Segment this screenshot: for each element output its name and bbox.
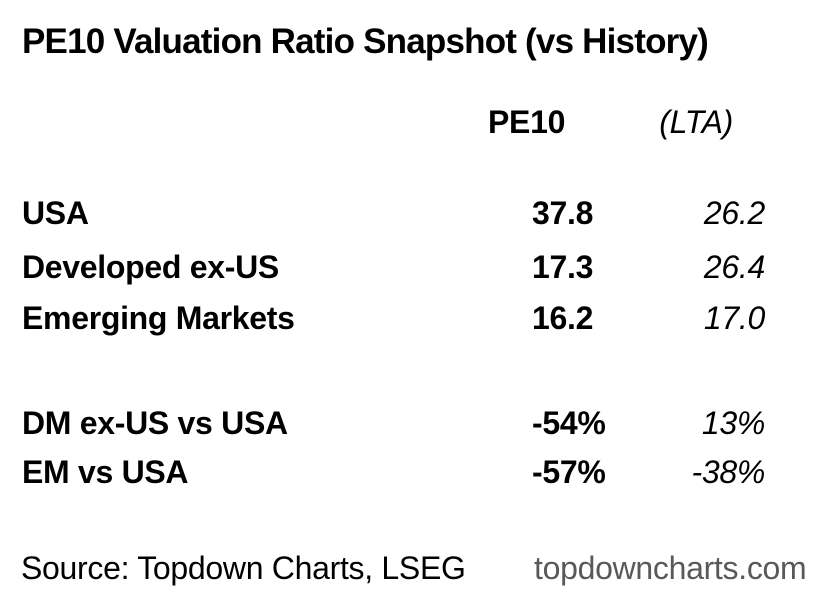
row-label-em-vs-usa: EM vs USA <box>22 454 189 490</box>
table-row: EM vs USA -57% -38% <box>0 454 815 495</box>
row-label-emerging-markets: Emerging Markets <box>22 300 295 336</box>
pe10-value-em-vs-usa: -57% <box>532 454 606 490</box>
pe10-value-developed-ex-us: 17.3 <box>532 249 594 285</box>
table-row: Developed ex-US 17.3 26.4 <box>0 249 815 290</box>
source-attribution: Source: Topdown Charts, LSEG <box>21 550 466 586</box>
lta-value-usa: 26.2 <box>703 195 765 231</box>
page-title: PE10 Valuation Ratio Snapshot (vs Histor… <box>22 22 709 61</box>
row-label-dm-ex-us-vs-usa: DM ex-US vs USA <box>22 405 288 441</box>
lta-value-em-vs-usa: -38% <box>691 454 765 490</box>
column-header-pe10: PE10 <box>488 104 566 140</box>
pe10-value-dm-ex-us-vs-usa: -54% <box>532 405 606 441</box>
pe10-value-usa: 37.8 <box>532 195 594 231</box>
lta-value-dm-ex-us-vs-usa: 13% <box>701 405 765 441</box>
table-row: USA 37.8 26.2 <box>0 195 815 236</box>
table-row: DM ex-US vs USA -54% 13% <box>0 405 815 446</box>
row-label-usa: USA <box>22 195 89 231</box>
column-header-lta: (LTA) <box>659 104 733 140</box>
footer: Source: Topdown Charts, LSEG topdownchar… <box>0 550 815 591</box>
lta-value-emerging-markets: 17.0 <box>703 300 765 336</box>
row-label-developed-ex-us: Developed ex-US <box>22 249 279 285</box>
table-header-row: PE10 (LTA) <box>0 104 815 145</box>
website-watermark: topdowncharts.com <box>534 550 807 586</box>
table-row: Emerging Markets 16.2 17.0 <box>0 300 815 341</box>
lta-value-developed-ex-us: 26.4 <box>703 249 765 285</box>
pe10-value-emerging-markets: 16.2 <box>532 300 594 336</box>
